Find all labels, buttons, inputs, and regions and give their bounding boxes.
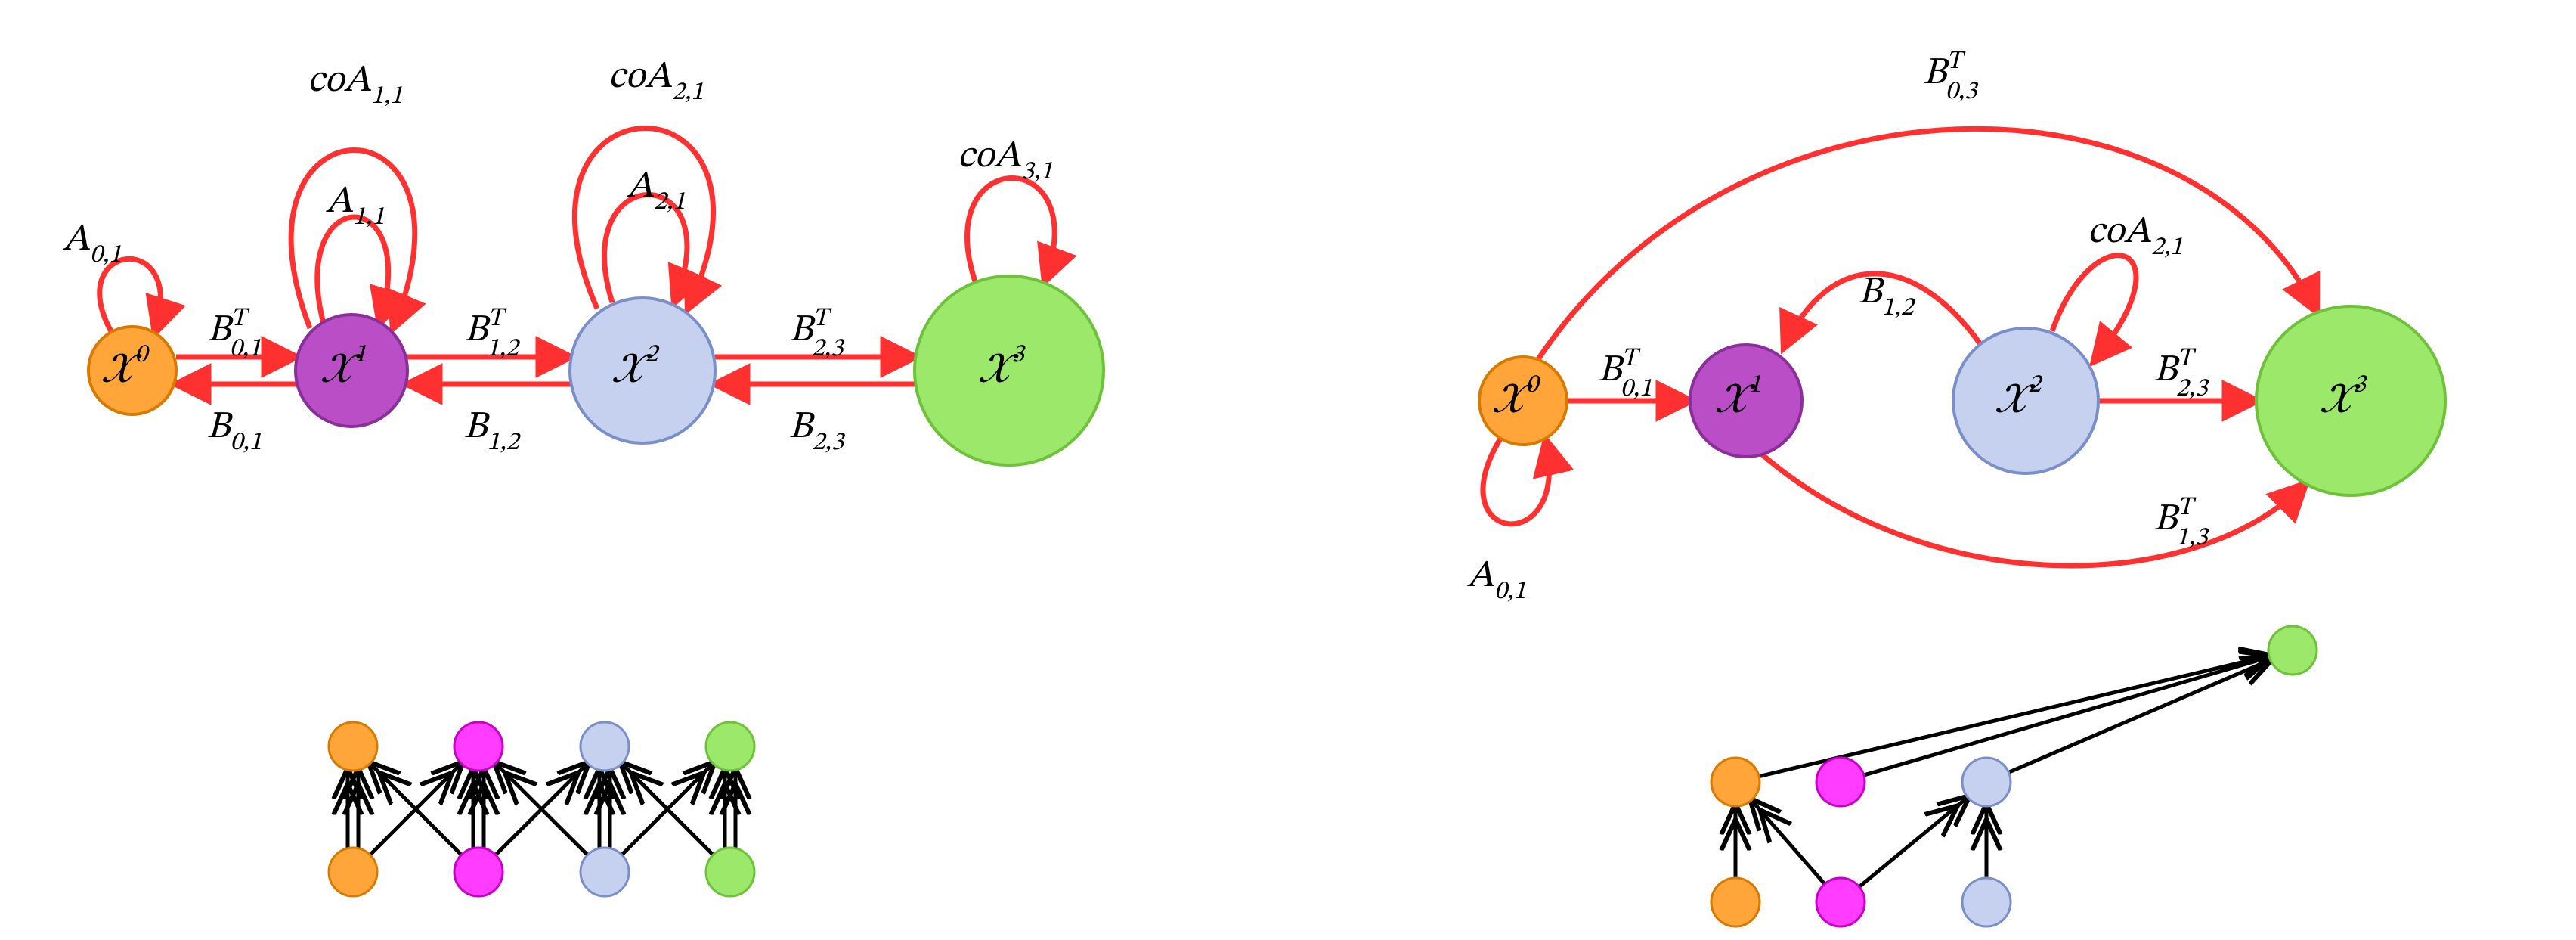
- label-A21: A2,1: [627, 168, 686, 216]
- small-node: [329, 848, 377, 896]
- lower-edge: [2008, 660, 2270, 773]
- small-node: [454, 848, 503, 896]
- small-node: [454, 722, 503, 771]
- label-coA21: coA2,1: [608, 58, 704, 106]
- lower-edge: [1859, 797, 1968, 886]
- small-node: [581, 722, 629, 771]
- node-X2: 𝒳2: [570, 298, 715, 443]
- lower-edge: [1864, 657, 2270, 775]
- right-lower-graph: [1711, 626, 2317, 926]
- small-node: [2268, 626, 2317, 675]
- label-B23T-right: BT2,3: [2153, 346, 2209, 402]
- label-B03T: BT0,3: [1923, 49, 1979, 105]
- label-B23: B2,3: [789, 408, 846, 456]
- small-node: [1816, 878, 1865, 926]
- node-X1-r: 𝒳1: [1690, 345, 1802, 457]
- node-X3-r: 𝒳3: [2256, 306, 2445, 495]
- small-node: [1962, 878, 2011, 926]
- label-B23T: BT2,3: [789, 306, 845, 362]
- edge-coA21: [574, 129, 713, 309]
- label-B01T-right: BT0,1: [1598, 346, 1652, 402]
- node-X2-r: 𝒳2: [1953, 328, 2098, 473]
- node-X0: 𝒳0: [88, 327, 176, 414]
- small-node: [1962, 758, 2011, 806]
- label-A01-right: A0,1: [1467, 557, 1526, 605]
- lower-edge: [1751, 800, 1825, 884]
- label-B01T: BT0,1: [207, 306, 261, 362]
- small-node: [1816, 758, 1865, 806]
- edge-A01-right: [1483, 439, 1550, 524]
- edge-B03T: [1538, 129, 2317, 359]
- label-B13T: BT1,3: [2153, 495, 2209, 551]
- small-node: [1711, 878, 1760, 926]
- diagram-canvas: 𝒳0 𝒳1 𝒳2 𝒳3 A0,1 A1,1 coA1,1 A2,1 coA2,1…: [0, 0, 2576, 940]
- edge-coA11: [291, 150, 415, 329]
- small-node: [706, 722, 754, 771]
- small-node: [706, 848, 754, 896]
- label-coA11: coA1,1: [308, 62, 403, 110]
- label-B12: B1,2: [464, 408, 522, 456]
- node-X3: 𝒳3: [915, 276, 1104, 465]
- label-B01: B0,1: [207, 408, 262, 456]
- edge-A01: [100, 259, 161, 333]
- small-node: [1711, 758, 1760, 806]
- label-coA21-right: coA2,1: [2088, 213, 2183, 261]
- small-node: [329, 722, 377, 771]
- small-node: [581, 848, 629, 896]
- left-upper-graph: 𝒳0 𝒳1 𝒳2 𝒳3 A0,1 A1,1 coA1,1 A2,1 coA2,1…: [63, 58, 1104, 465]
- node-X1: 𝒳1: [296, 315, 407, 427]
- right-upper-graph: 𝒳0 𝒳1 𝒳2 𝒳3 BT0,3 B1,2 coA2,1 A0,1 BT0,1…: [1467, 49, 2445, 605]
- left-lower-graph: [329, 722, 754, 896]
- edge-A11: [317, 217, 389, 324]
- edge-coA31: [968, 178, 1055, 282]
- node-X0-r: 𝒳0: [1479, 357, 1567, 445]
- label-B12T: BT1,2: [464, 306, 521, 362]
- label-A01: A0,1: [63, 221, 122, 268]
